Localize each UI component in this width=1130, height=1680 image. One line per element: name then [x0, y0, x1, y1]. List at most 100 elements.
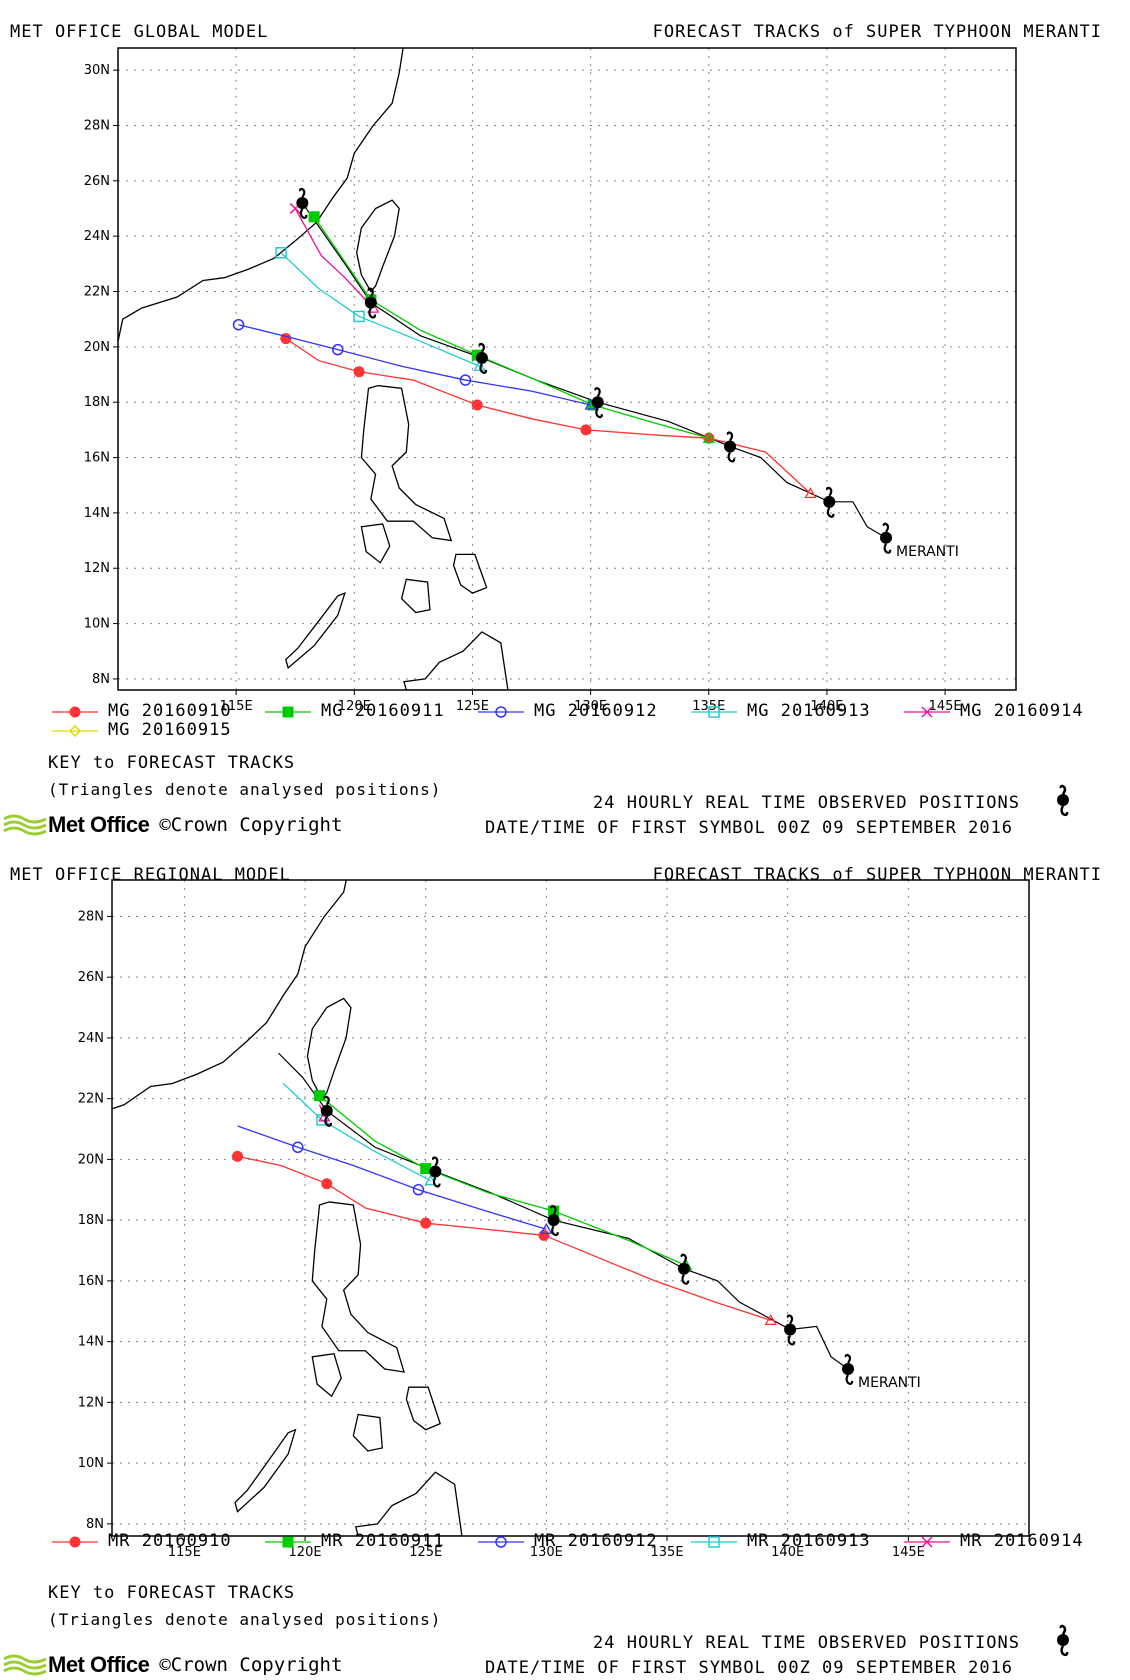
- legend-label: MR 20160911: [321, 1531, 445, 1551]
- x-tick-label: 115E: [168, 1545, 201, 1560]
- forecast-position-marker: [548, 1205, 560, 1217]
- y-tick-label: 22N: [78, 1092, 104, 1107]
- y-tick-label: 8N: [92, 672, 110, 687]
- observed-positions-label: 24 HOURLY REAL TIME OBSERVED POSITIONS: [593, 1633, 1020, 1653]
- legend-swatch: [904, 706, 950, 718]
- x-tick-label: 140E: [810, 699, 843, 714]
- map-frame: [111, 879, 1030, 1537]
- observed-track: [301, 202, 887, 539]
- x-tick-label: 145E: [929, 699, 962, 714]
- gridlines: [118, 48, 1016, 690]
- y-tick-label: 12N: [78, 1395, 104, 1410]
- y-tick-label: 16N: [84, 451, 110, 466]
- forecast-track-line: [285, 338, 811, 495]
- legend-swatch: [691, 1536, 737, 1548]
- x-tick-label: 140E: [771, 1545, 804, 1560]
- key-title: KEY to FORECAST TRACKS: [48, 753, 296, 773]
- y-tick-label: 20N: [78, 1152, 104, 1167]
- y-tick-label: 12N: [84, 561, 110, 576]
- forecast-track-line: [238, 324, 591, 406]
- legend-label: MG 20160911: [321, 701, 445, 721]
- legend-label: MR 20160912: [534, 1531, 658, 1551]
- coastline: [311, 1353, 342, 1398]
- legend-label: MG 20160913: [747, 701, 871, 721]
- observed-storm-symbol: [823, 486, 836, 518]
- key-title: KEY to FORECAST TRACKS: [48, 1583, 296, 1603]
- observed-storm-symbol: [364, 287, 377, 319]
- coastline: [405, 1386, 441, 1431]
- regional-track-map: MERANTI 115E 120E 125E 130E 135E 140E 145E 8N 10N…: [78, 879, 1030, 1560]
- coastline: [403, 631, 509, 690]
- coastlines: [112, 880, 463, 1536]
- observed-positions-label: 24 HOURLY REAL TIME OBSERVED POSITIONS: [593, 793, 1020, 813]
- coastline: [452, 553, 488, 594]
- y-tick-label: 10N: [84, 617, 110, 632]
- y-tick-label: 24N: [78, 1031, 104, 1046]
- legend-label: MG 20160915: [108, 720, 232, 740]
- x-tick-label: 130E: [574, 699, 607, 714]
- forecast-position-marker: [459, 374, 472, 386]
- x-tick-label: 115E: [220, 699, 253, 714]
- y-tick-label: 22N: [84, 285, 110, 300]
- analysed-position-triangle: [424, 1174, 437, 1186]
- legend-label: MG 20160910: [108, 701, 232, 721]
- first-symbol-datetime: DATE/TIME OF FIRST SYMBOL 00Z 09 SEPTEMB…: [485, 818, 1014, 838]
- y-tick-label: 14N: [84, 506, 110, 521]
- forecast-position-marker: [420, 1163, 432, 1175]
- forecast-track-line: [319, 1095, 687, 1267]
- observed-storm-symbol: [724, 431, 737, 463]
- x-tick-label: 130E: [530, 1545, 563, 1560]
- met-office-logo-text: Met Office: [48, 1652, 150, 1677]
- observed-storm-symbol: [320, 1095, 333, 1127]
- forecast-position-marker: [292, 1141, 304, 1154]
- legend-swatch: [478, 706, 524, 718]
- forecast-position-marker: [232, 318, 245, 331]
- china-coastline: [112, 880, 347, 1110]
- analysed-position-triangle: [764, 1314, 777, 1326]
- china-coastline: [118, 48, 404, 342]
- coastline: [285, 592, 346, 670]
- forecast-position-marker: [412, 1184, 425, 1196]
- coastline: [400, 578, 431, 614]
- legend-label: MR 20160913: [747, 1531, 871, 1551]
- coastline: [354, 1471, 463, 1536]
- y-tick-label: 28N: [78, 909, 104, 924]
- forecast-position-marker: [353, 366, 365, 378]
- legend-swatch: [52, 724, 98, 738]
- storm-name-label: MERANTI: [858, 1375, 921, 1391]
- y-tick-label: 30N: [84, 63, 110, 78]
- y-tick-label: 26N: [84, 174, 110, 189]
- observed-storm-symbol: [475, 342, 488, 374]
- x-tick-label: 125E: [456, 699, 489, 714]
- key-note: (Triangles denote analysed positions): [48, 1610, 442, 1629]
- forecast-position-marker: [538, 1229, 550, 1241]
- met-office-waves-icon: [3, 814, 47, 836]
- y-tick-label: 20N: [84, 340, 110, 355]
- tracks: [231, 1052, 855, 1385]
- y-tick-label: 10N: [78, 1456, 104, 1471]
- forecast-position-marker: [275, 247, 287, 259]
- forecast-track-line: [237, 1125, 547, 1230]
- observed-storm-symbol: [591, 387, 604, 419]
- coastline: [234, 1428, 297, 1513]
- observed-storm-symbol: [842, 1353, 855, 1385]
- legend-label: MG 20160914: [960, 701, 1084, 721]
- forecast-position-marker: [471, 399, 483, 411]
- legend-label: MR 20160910: [108, 1531, 232, 1551]
- map-frame: [117, 47, 1017, 691]
- first-symbol-datetime: DATE/TIME OF FIRST SYMBOL 00Z 09 SEPTEMB…: [485, 1658, 1014, 1678]
- forecast-position-marker: [332, 343, 344, 356]
- met-office-logo-text: Met Office: [48, 812, 150, 837]
- forecast-position-marker: [420, 1217, 432, 1229]
- x-tick-label: 135E: [651, 1545, 684, 1560]
- legend-label: MG 20160912: [534, 701, 658, 721]
- forecast-position-marker: [580, 424, 592, 436]
- analysed-position-triangle: [540, 1222, 553, 1234]
- x-tick-label: 120E: [338, 699, 371, 714]
- y-tick-label: 8N: [86, 1517, 104, 1532]
- x-tick-label: 145E: [892, 1545, 925, 1560]
- observed-storm-symbol: [547, 1205, 560, 1237]
- crown-copyright: ©Crown Copyright: [159, 1654, 343, 1676]
- y-tick-label: 18N: [84, 395, 110, 410]
- forecast-title: FORECAST TRACKS of SUPER TYPHOON MERANTI: [652, 22, 1102, 42]
